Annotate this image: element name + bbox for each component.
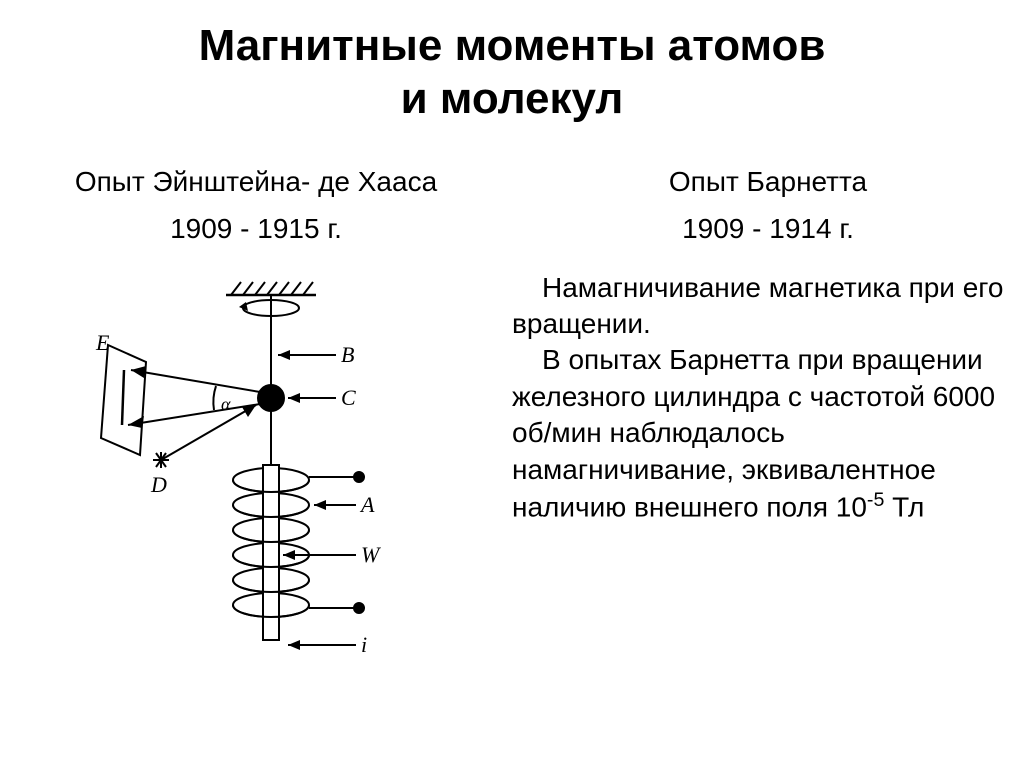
right-years: 1909 - 1914 г. bbox=[512, 213, 1024, 245]
label-B: B bbox=[341, 342, 354, 367]
right-paragraphs: Намагничивание магнетика при его вращени… bbox=[512, 270, 1024, 526]
column-right: Опыт Барнетта 1909 - 1914 г. Намагничива… bbox=[512, 166, 1024, 670]
column-left: Опыт Эйнштейна- де Хааса 1909 - 1915 г. bbox=[0, 166, 512, 670]
para-1: Намагничивание магнетика при его вращени… bbox=[512, 272, 1003, 339]
columns: Опыт Эйнштейна- де Хааса 1909 - 1915 г. bbox=[0, 166, 1024, 670]
page-title: Магнитные моменты атомов и молекул bbox=[0, 0, 1024, 126]
label-E: E bbox=[95, 330, 110, 355]
title-line-1: Магнитные моменты атомов bbox=[199, 21, 826, 70]
label-i: i bbox=[361, 632, 367, 657]
label-A: A bbox=[359, 492, 375, 517]
left-subtitle: Опыт Эйнштейна- де Хааса bbox=[0, 166, 512, 198]
label-alpha: α bbox=[221, 394, 231, 414]
experiment-diagram: B C E α bbox=[0, 270, 512, 670]
diagram-svg: B C E α bbox=[56, 270, 456, 670]
label-W: W bbox=[361, 542, 381, 567]
label-C: C bbox=[341, 385, 356, 410]
right-subtitle: Опыт Барнетта bbox=[512, 166, 1024, 198]
left-years: 1909 - 1915 г. bbox=[0, 213, 512, 245]
para-2b: Тл bbox=[884, 491, 924, 522]
para-2-exp: -5 bbox=[867, 489, 884, 511]
title-line-2: и молекул bbox=[401, 74, 624, 123]
label-D: D bbox=[150, 472, 167, 497]
